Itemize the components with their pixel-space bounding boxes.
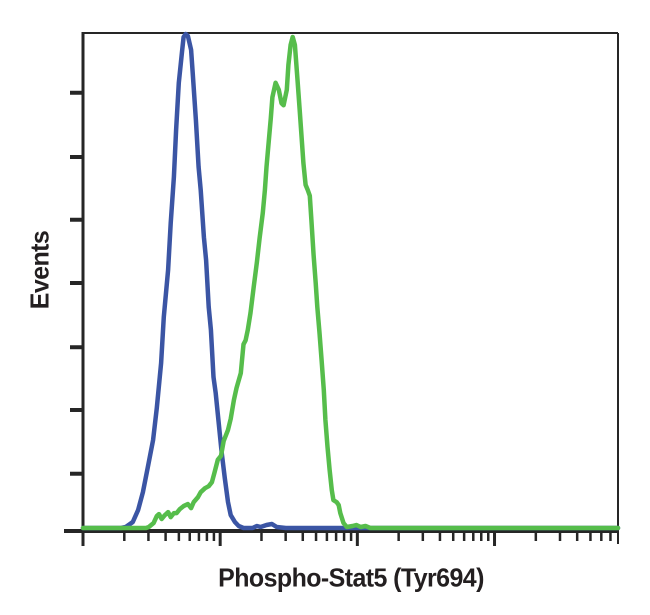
x-axis-label: Phospho-Stat5 (Tyr694) — [218, 562, 484, 593]
blue-histogram — [80, 31, 621, 531]
green-histogram — [80, 34, 621, 531]
y-axis-label: Events — [24, 230, 55, 310]
